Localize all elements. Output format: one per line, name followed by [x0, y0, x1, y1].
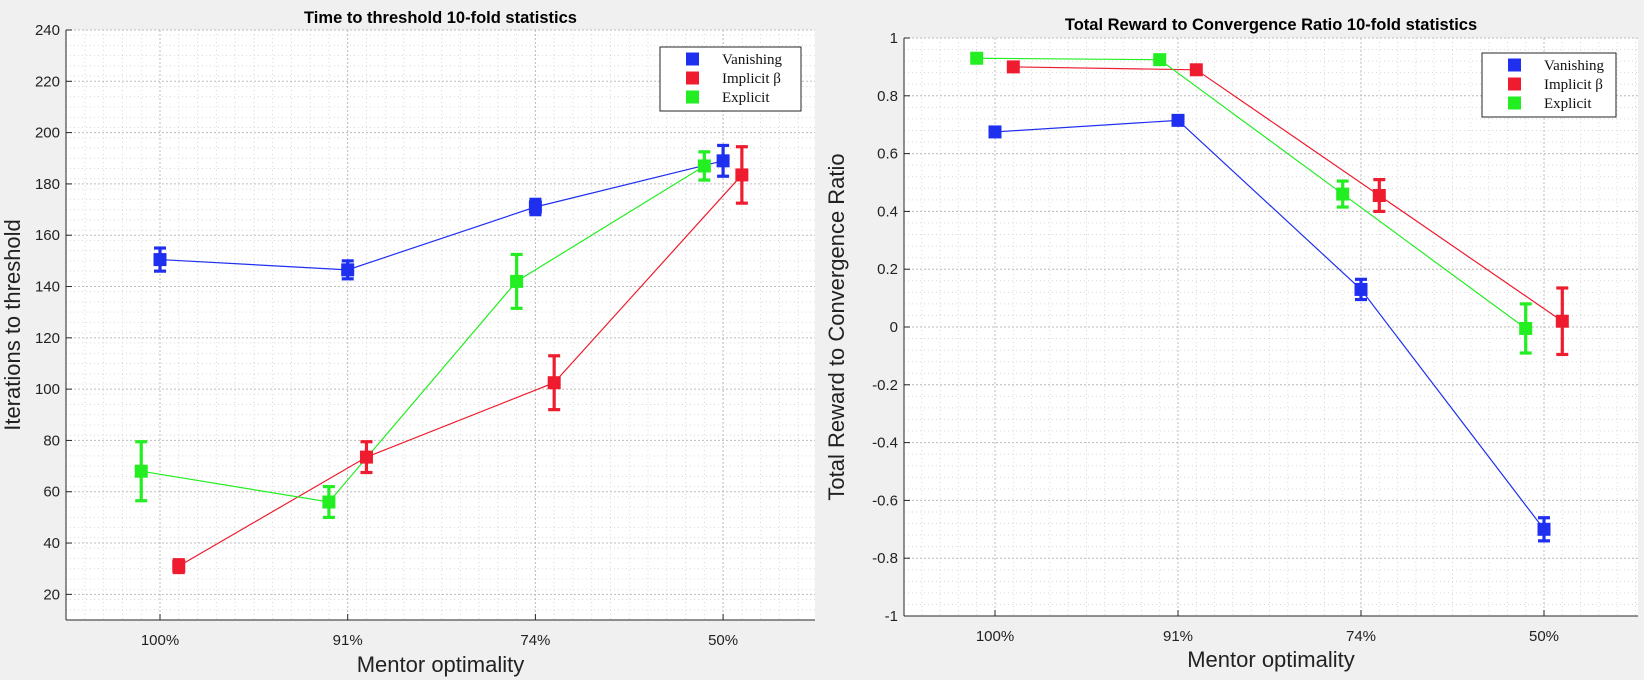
- series-line-1: [178, 174, 743, 567]
- y-tick-label: 240: [35, 22, 60, 39]
- y-axis-label: Total Reward to Convergence Ratio: [824, 153, 849, 500]
- plot-area: [904, 38, 1638, 616]
- data-point: [735, 168, 749, 182]
- data-point: [153, 253, 167, 267]
- major-grid: [66, 29, 815, 620]
- data-point: [1153, 53, 1167, 67]
- y-tick-label: 0: [890, 319, 898, 336]
- data-point: [547, 376, 561, 390]
- y-tick-label: 40: [43, 535, 60, 552]
- legend-label: Implicit β: [722, 71, 781, 87]
- data-point: [1519, 321, 1533, 335]
- legend-label: Implicit β: [1544, 77, 1603, 93]
- y-tick-label: 220: [35, 73, 60, 90]
- x-tick-label: 50%: [1529, 628, 1559, 645]
- data-point: [359, 450, 373, 464]
- y-tick-label: 0.4: [877, 203, 898, 220]
- x-axis-label: Mentor optimality: [357, 652, 525, 677]
- data-point: [134, 464, 148, 478]
- series-line-0: [159, 160, 724, 271]
- y-tick-label: 120: [35, 330, 60, 347]
- x-tick-label: 74%: [520, 632, 550, 649]
- x-tick-label: 100%: [976, 628, 1014, 645]
- y-tick-label: -0.8: [872, 550, 898, 567]
- data-point: [970, 51, 984, 65]
- legend-box: [659, 46, 802, 112]
- legend: Vanishing Implicit β Explicit: [659, 46, 802, 112]
- y-tick-label: 140: [35, 279, 60, 296]
- data-point: [1354, 282, 1368, 296]
- x-tick-label: 100%: [141, 632, 179, 649]
- series-line-0: [994, 119, 1545, 530]
- series-line-2: [141, 165, 705, 503]
- y-tick-label: 100: [35, 381, 60, 398]
- x-tick-label: 50%: [708, 632, 738, 649]
- data-point: [988, 125, 1002, 139]
- data-point: [322, 495, 336, 509]
- legend-swatch: [686, 90, 699, 104]
- y-tick-label: 160: [35, 227, 60, 244]
- legend-swatch: [686, 71, 699, 85]
- data-point: [172, 559, 186, 573]
- data-point: [1336, 187, 1350, 201]
- y-tick-label: 180: [35, 176, 60, 193]
- data-point: [1372, 189, 1386, 203]
- x-tick-label: 74%: [1346, 628, 1376, 645]
- x-tick-label: 91%: [1163, 628, 1193, 645]
- data-point: [1006, 60, 1020, 74]
- data-point: [1555, 314, 1569, 328]
- y-tick-label: -1: [885, 608, 898, 625]
- legend-box: [1481, 52, 1617, 118]
- y-tick-label: 0.2: [877, 261, 898, 278]
- legend: Vanishing Implicit β Explicit: [1481, 52, 1617, 118]
- y-tick-label: 0.8: [877, 88, 898, 105]
- y-tick-label: 20: [43, 586, 60, 603]
- data-point: [341, 263, 355, 277]
- series-line-2: [976, 57, 1527, 329]
- legend-swatch: [686, 52, 699, 66]
- y-tick-label: 80: [43, 432, 60, 449]
- y-tick-label: -0.4: [872, 435, 898, 452]
- y-axis-label: Iterations to threshold: [0, 219, 25, 431]
- y-tick-label: 1: [890, 30, 898, 47]
- y-tick-label: -0.2: [872, 377, 898, 394]
- chart-reward-ratio: -1 -0.8 -0.6 -0.4 -0.2 0 0.2 0.4 0.6 0.8 1 100% 91% 7…: [824, 16, 1638, 672]
- data-point: [1171, 113, 1185, 127]
- data-point: [510, 274, 524, 288]
- legend-swatch: [1508, 96, 1521, 110]
- data-point: [716, 154, 730, 168]
- x-axis-label: Mentor optimality: [1187, 647, 1355, 672]
- legend-swatch: [1508, 58, 1521, 72]
- y-tick-label: -0.6: [872, 492, 898, 509]
- legend-swatch: [1508, 77, 1521, 91]
- legend-label: Explicit: [722, 90, 770, 106]
- data-point: [697, 159, 711, 173]
- data-point: [1537, 522, 1551, 536]
- y-tick-label: 0.6: [877, 146, 898, 163]
- legend-label: Vanishing: [722, 52, 783, 68]
- y-tick-label: 200: [35, 125, 60, 142]
- y-tick-label: 60: [43, 484, 60, 501]
- legend-label: Explicit: [1544, 96, 1592, 112]
- chart-time-to-threshold: 20 40 60 80 100 120 140 160 180 200 220 240 100% 91% 7…: [0, 9, 815, 677]
- data-point: [528, 200, 542, 214]
- plot-area: [66, 30, 815, 620]
- x-tick-label: 91%: [333, 632, 363, 649]
- data-point: [1189, 63, 1203, 77]
- series-line-1: [1013, 66, 1563, 322]
- legend-label: Vanishing: [1544, 58, 1605, 74]
- chart-title: Total Reward to Convergence Ratio 10-fol…: [1065, 16, 1477, 34]
- chart-title: Time to threshold 10-fold statistics: [304, 9, 577, 27]
